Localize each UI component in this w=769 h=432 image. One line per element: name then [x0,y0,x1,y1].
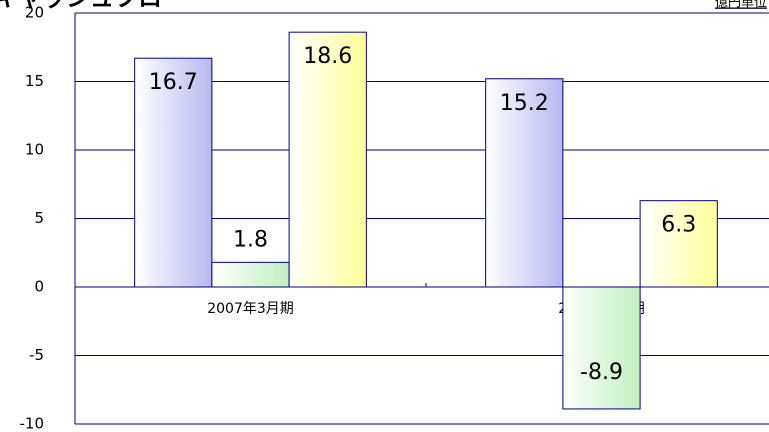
bar [211,261,290,288]
y-tick-label: 15 [25,72,44,90]
value-label: 18.6 [303,44,352,69]
bar [639,200,718,288]
y-tick-label: -5 [29,346,44,364]
x-tick-label: 2007年3月期 [207,301,294,317]
y-tick-label: 10 [25,141,44,159]
value-label: 1.8 [233,227,268,252]
bar [134,57,213,288]
bar [485,78,564,288]
chart-title: キャッシュフロー [0,0,186,12]
y-tick-label: -10 [20,415,45,432]
bar [562,286,641,410]
y-tick-label: 5 [34,209,44,227]
y-tick-label: 0 [34,278,44,296]
unit-label: 億円単位 [715,0,767,11]
value-label: 15.2 [500,91,549,116]
y-tick-label: 20 [25,4,44,22]
value-label: 16.7 [149,70,198,95]
bar [288,31,367,288]
value-label: -8.9 [580,360,623,385]
value-label: 6.3 [661,213,696,238]
